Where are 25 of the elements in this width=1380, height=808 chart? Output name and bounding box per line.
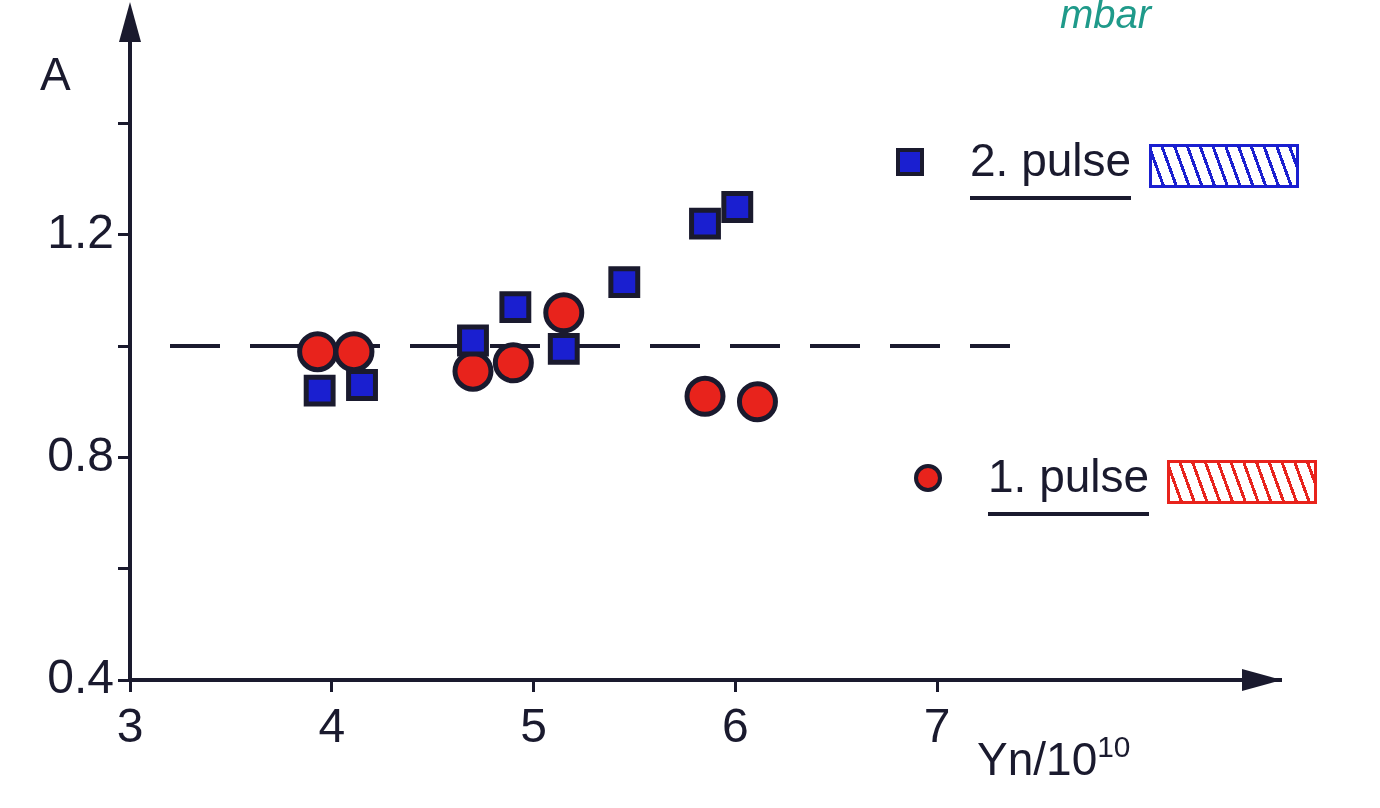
y-tick-label: 0.8	[47, 427, 114, 481]
x-tick-label: 4	[318, 699, 346, 753]
y-tick-label: 0.4	[47, 650, 114, 704]
legend-label: 2. pulse	[970, 134, 1132, 186]
x-tick-label: 3	[116, 699, 144, 753]
x-tick-label: 5	[520, 699, 547, 753]
point	[297, 331, 339, 373]
y-tick-label: 1.2	[47, 205, 114, 259]
point	[543, 292, 585, 334]
x-tick-label: 7	[923, 699, 951, 753]
point	[303, 374, 336, 407]
point	[684, 375, 726, 417]
y-axis-title: A	[40, 48, 71, 100]
point	[608, 266, 641, 299]
point	[457, 324, 489, 357]
point	[547, 332, 580, 365]
point	[492, 342, 534, 384]
point	[689, 207, 721, 240]
point	[736, 381, 778, 423]
point	[346, 369, 378, 401]
point	[499, 291, 532, 324]
point	[721, 191, 754, 223]
x-tick-label: 6	[721, 699, 749, 753]
point	[333, 331, 375, 373]
legend-label: 1. pulse	[988, 450, 1150, 502]
